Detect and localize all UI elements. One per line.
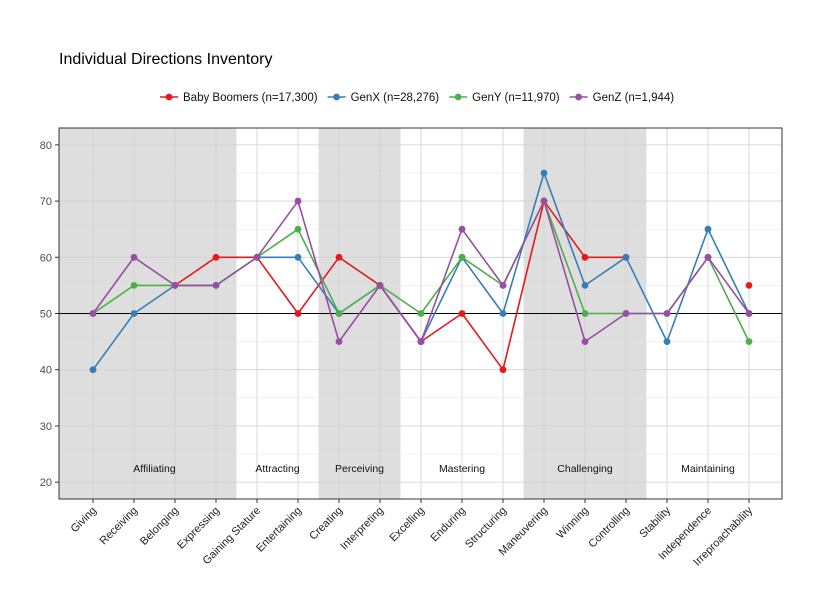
data-point [376, 281, 384, 289]
legend-key-point [165, 93, 173, 101]
x-tick-label: Interpreting [338, 505, 386, 553]
data-point [458, 253, 466, 261]
data-point [294, 225, 302, 233]
data-point [581, 310, 589, 317]
data-point [499, 366, 507, 374]
x-tick-label: Enduring [428, 505, 468, 545]
legend-key-point [333, 93, 340, 101]
data-point [335, 253, 343, 261]
data-point [417, 310, 425, 317]
x-tick-label: Winning [555, 505, 592, 542]
x-tick-label: Stability [637, 504, 673, 540]
data-point [540, 169, 548, 177]
x-axis-ticks: GivingReceivingBelongingExpressingGainin… [69, 499, 755, 568]
group-label: Maintaining [681, 463, 735, 475]
legend-label: GenY (n=11,970) [472, 92, 560, 104]
y-tick-label: 40 [40, 365, 52, 377]
x-tick-label: Belonging [138, 505, 181, 548]
legend-label: Baby Boomers (n=17,300) [183, 92, 318, 104]
y-tick-label: 70 [40, 196, 52, 208]
group-label: Affiliating [133, 463, 176, 475]
data-point [499, 310, 507, 317]
data-point [581, 338, 589, 346]
gridlines [59, 128, 782, 499]
y-tick-label: 60 [40, 252, 52, 264]
data-point [622, 253, 630, 261]
y-tick-label: 50 [40, 309, 52, 321]
group-label: Challenging [557, 463, 613, 475]
legend: Baby Boomers (n=17,300) GenX (n=28,276) Ge… [160, 92, 674, 104]
data-point [704, 253, 712, 261]
legend-label: GenZ (n=1,944) [593, 92, 675, 104]
data-point [89, 366, 97, 374]
group-label: Mastering [439, 463, 485, 475]
data-point [89, 310, 97, 317]
data-point [294, 253, 302, 261]
x-tick-label: Excelling [388, 505, 428, 545]
data-point [745, 338, 753, 346]
data-point [581, 281, 589, 289]
x-tick-label: Controlling [586, 505, 632, 551]
chart-title: Individual Directions Inventory [59, 51, 272, 68]
x-tick-label: Giving [69, 505, 100, 536]
data-point [212, 281, 220, 289]
data-point [417, 338, 425, 346]
y-tick-label: 80 [40, 140, 52, 152]
data-point [745, 281, 753, 289]
x-tick-label: Receiving [97, 505, 140, 548]
data-point [294, 197, 302, 205]
legend-label: GenX (n=28,276) [351, 92, 440, 104]
data-point [622, 310, 630, 317]
data-point [294, 310, 302, 317]
data-point [458, 310, 466, 317]
group-labels: Affiliating Attracting Perceiving Mastering… [133, 463, 735, 475]
group-label: Attracting [255, 463, 300, 475]
data-point [663, 338, 671, 346]
data-point [212, 253, 220, 261]
data-point [458, 225, 466, 233]
data-point [540, 197, 548, 205]
data-point [253, 253, 261, 261]
y-axis-ticks: 20 30 40 50 60 70 80 [40, 140, 59, 489]
x-tick-label: Creating [307, 505, 345, 543]
data-point [581, 253, 589, 261]
data-point [130, 253, 138, 261]
series-points [89, 169, 753, 374]
data-point [704, 225, 712, 233]
data-point [499, 281, 507, 289]
legend-key-point [575, 93, 583, 101]
data-point [130, 310, 138, 317]
data-point [745, 310, 753, 317]
data-point [663, 310, 671, 317]
y-tick-label: 20 [40, 477, 52, 489]
data-point [335, 338, 343, 346]
y-tick-label: 30 [40, 421, 52, 433]
legend-key-point [454, 93, 462, 101]
data-point [171, 281, 179, 289]
data-point [335, 310, 343, 317]
group-label: Perceiving [335, 463, 384, 475]
data-point [130, 281, 138, 289]
